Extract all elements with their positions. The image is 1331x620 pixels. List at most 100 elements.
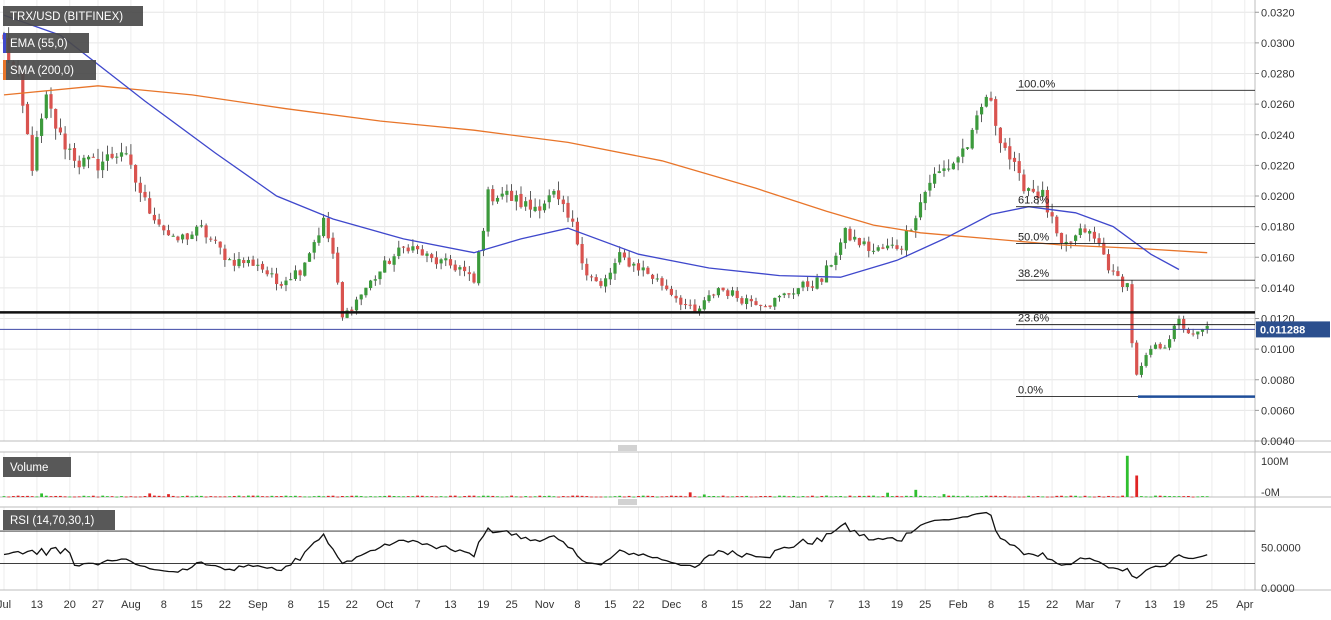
volume-bar	[16, 495, 20, 497]
price-y-tick-label: 0.0320	[1261, 7, 1295, 19]
candle	[524, 196, 528, 211]
candle-body	[218, 241, 222, 248]
legend-ema[interactable]: EMA (55,0)	[3, 33, 89, 53]
x-tick-label: 22	[1046, 599, 1058, 611]
candle-body	[886, 245, 890, 249]
candle-body	[63, 133, 67, 150]
candle	[716, 287, 720, 298]
candle-body	[989, 97, 993, 101]
volume-bar	[134, 496, 137, 498]
candle	[1144, 352, 1148, 368]
candle	[1106, 249, 1111, 274]
volume-bar	[1191, 496, 1195, 498]
candle-body	[900, 248, 904, 250]
volume-bar	[115, 496, 119, 498]
candle-body	[491, 189, 495, 202]
candle	[307, 252, 312, 262]
candle-body	[1050, 212, 1054, 217]
candle	[782, 292, 786, 299]
fib-level-label: 61.8%	[1018, 195, 1049, 207]
candle-body	[359, 294, 363, 300]
volume-bar	[2, 496, 6, 497]
volume-bar	[914, 489, 918, 497]
volume-rsi-resize-handle[interactable]	[618, 499, 637, 505]
volume-bar	[425, 496, 429, 498]
legend-rsi[interactable]: RSI (14,70,30,1)	[3, 510, 115, 530]
legend-title[interactable]: TRX/USD (BITFINEX)	[3, 6, 143, 26]
volume-bar	[604, 496, 607, 498]
volume-bar	[721, 495, 725, 497]
candle-body	[322, 217, 326, 237]
volume-bar	[674, 495, 678, 497]
candle	[688, 299, 692, 310]
candle	[91, 153, 95, 158]
volume-bar	[1083, 495, 1087, 497]
candle-body	[773, 297, 777, 307]
candle-body	[933, 173, 937, 184]
price-volume-resize-handle[interactable]	[618, 445, 637, 451]
x-tick-label: 25	[505, 599, 517, 611]
volume-bar	[764, 496, 767, 497]
volume-bar	[284, 495, 288, 497]
candle-body	[434, 257, 438, 265]
candle	[980, 103, 984, 123]
volume-bar	[576, 495, 579, 497]
candle-body	[895, 245, 899, 249]
legend-sma[interactable]: SMA (200,0)	[3, 60, 96, 80]
candle	[242, 257, 246, 268]
candle-body	[58, 127, 62, 133]
volume-bar	[740, 496, 744, 497]
candle-body	[557, 190, 561, 200]
candle-body	[265, 270, 269, 275]
candle	[679, 295, 683, 311]
candle	[599, 278, 603, 289]
price-y-tick-label: 0.0040	[1261, 436, 1295, 448]
candle-body	[599, 281, 603, 286]
volume-bar	[1013, 496, 1016, 498]
candle-body	[35, 137, 39, 171]
volume-bar	[21, 496, 25, 497]
candle-body	[181, 234, 185, 240]
volume-bar	[185, 495, 189, 497]
candle	[660, 276, 664, 291]
volume-bar	[947, 495, 951, 497]
candle	[209, 236, 213, 242]
candle	[1158, 342, 1162, 350]
candle	[458, 265, 462, 276]
candle	[712, 293, 716, 299]
candle-body	[1106, 254, 1111, 271]
candle	[942, 160, 946, 177]
volume-bar	[223, 496, 227, 498]
candle-body	[1158, 343, 1162, 349]
candle-body	[566, 202, 570, 218]
volume-bar	[594, 496, 598, 498]
x-tick-label: 20	[64, 599, 76, 611]
legend-volume[interactable]: Volume	[3, 457, 71, 477]
candle-body	[204, 225, 208, 238]
candle-body	[871, 250, 876, 252]
candle-body	[787, 293, 791, 295]
x-tick-label: 22	[219, 599, 231, 611]
x-tick-label: Mar	[1076, 599, 1095, 611]
candle-body	[716, 288, 720, 296]
candle-body	[157, 219, 161, 225]
candle-body	[44, 94, 48, 119]
candle-body	[961, 148, 965, 157]
volume-bar	[811, 495, 814, 497]
volume-bar	[477, 496, 481, 498]
volume-bar	[1097, 495, 1101, 497]
candle	[1069, 241, 1073, 249]
volume-bar	[942, 494, 946, 497]
x-tick-label: 25	[919, 599, 931, 611]
candle	[486, 186, 490, 237]
price-y-tick-label: 0.0200	[1261, 191, 1295, 203]
volume-bar	[688, 492, 692, 497]
volume-bar	[378, 496, 382, 497]
volume-bar	[322, 496, 325, 498]
x-tick-label: 8	[988, 599, 994, 611]
x-tick-label: Apr	[1236, 599, 1253, 611]
candle	[834, 252, 838, 271]
volume-bar	[12, 496, 15, 497]
volume-bar	[618, 495, 622, 497]
volume-bar	[373, 496, 377, 498]
